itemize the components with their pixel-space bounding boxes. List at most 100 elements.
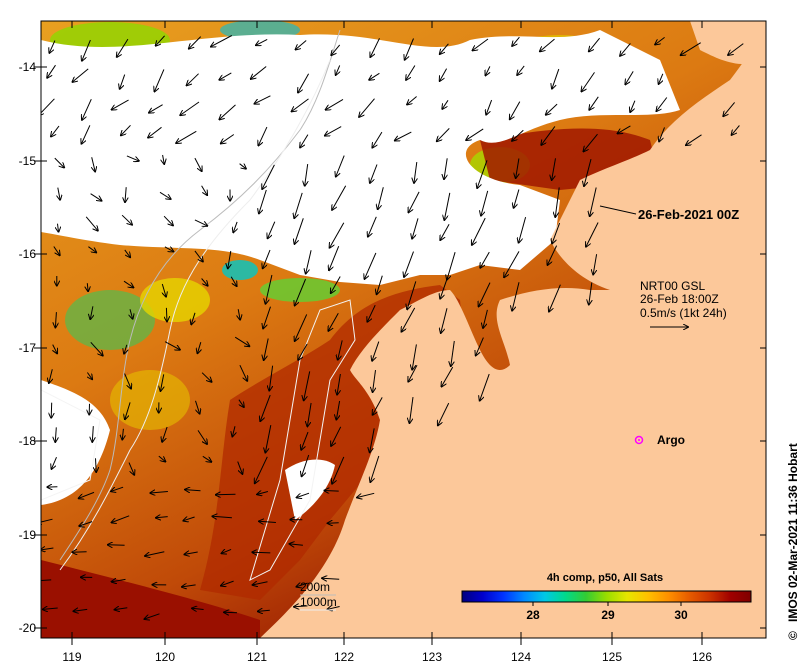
lon-tick-label: 121 <box>247 650 267 664</box>
current-vector-arrow <box>256 38 268 45</box>
current-vector-arrow <box>306 250 312 273</box>
current-vector-arrow <box>304 371 311 400</box>
lat-tick-label: -20 <box>19 621 37 635</box>
current-vector-arrow <box>630 100 636 112</box>
current-vector-arrow <box>659 127 665 141</box>
current-vector-arrow <box>546 103 558 115</box>
lat-axis: -14 -15 -16 -17 -18 -19 -20 <box>19 60 37 635</box>
current-vector-arrow <box>331 276 341 294</box>
current-vector-arrow <box>149 104 163 113</box>
current-vector-arrow <box>41 580 52 581</box>
current-vector-arrow <box>219 72 232 80</box>
current-vector-arrow <box>517 65 525 75</box>
current-vector-arrow <box>589 37 600 51</box>
current-vector-arrow <box>255 95 271 104</box>
current-vector-arrow <box>480 373 490 401</box>
current-vector-arrow <box>121 124 131 135</box>
current-vector-arrow <box>328 607 340 610</box>
current-vector-arrow <box>294 606 308 607</box>
argo-label: Argo <box>657 433 685 447</box>
current-vector-arrow <box>480 251 490 268</box>
current-vector-arrow <box>156 517 168 518</box>
current-vector-arrow <box>164 246 173 252</box>
current-vector-arrow <box>166 307 167 321</box>
lat-tick-label: -17 <box>19 341 37 355</box>
current-vector-arrow <box>590 187 597 217</box>
current-vector-arrow <box>357 492 375 497</box>
current-vector-arrow <box>221 134 235 144</box>
credit-block: © IMOS 02-Mar-2021 11:36 Hobart <box>786 443 800 640</box>
shelf-outline-west <box>41 389 101 501</box>
current-vector-arrow <box>618 125 631 133</box>
current-vector-arrow <box>728 43 744 55</box>
current-vector-arrow <box>302 454 310 476</box>
current-vector-arrow <box>723 102 735 116</box>
current-vector-arrow <box>155 69 165 91</box>
map-plot-area <box>41 21 766 638</box>
current-vector-arrow <box>305 164 308 186</box>
current-vector-arrow <box>331 44 341 55</box>
colorbar-tick: 29 <box>601 608 615 622</box>
cloud-patch-west <box>41 380 110 505</box>
current-vector-arrow <box>328 313 339 331</box>
current-vector-arrow <box>324 491 339 492</box>
current-vector-arrow <box>442 366 454 386</box>
current-vector-arrow <box>370 38 380 57</box>
current-vector-arrow <box>194 157 202 171</box>
current-vector-arrow <box>258 126 268 145</box>
current-vector-arrow <box>519 216 527 243</box>
current-vector-arrow <box>326 98 344 109</box>
current-vector-arrow <box>378 187 384 209</box>
current-vector-arrow <box>163 215 173 225</box>
current-vector-arrow <box>552 222 561 243</box>
current-vector-arrow <box>189 36 202 49</box>
current-vector-arrow <box>332 456 345 484</box>
lon-tick-label: 119 <box>62 650 81 664</box>
current-vector-arrow <box>440 223 450 240</box>
lon-tick-label: 122 <box>334 650 354 664</box>
current-vector-arrow <box>322 578 340 579</box>
current-vector-arrow <box>548 245 558 265</box>
current-vector-arrow <box>295 278 307 305</box>
current-vector-arrow <box>332 185 347 210</box>
current-vector-arrow <box>336 400 339 420</box>
current-vector-arrow <box>373 397 383 414</box>
current-vector-arrow <box>237 461 243 474</box>
current-vector-arrow <box>584 133 598 151</box>
current-vector-arrow <box>197 430 207 444</box>
current-vector-arrow <box>90 306 93 319</box>
current-vector-arrow <box>54 157 64 167</box>
current-vector-arrow <box>79 491 95 498</box>
current-vector-arrow <box>402 307 416 332</box>
current-vector-arrow <box>73 68 89 82</box>
current-vector-arrow <box>111 486 124 491</box>
current-vector-arrow <box>412 218 419 238</box>
current-vector-arrow <box>162 426 168 442</box>
current-vector-arrow <box>263 306 271 329</box>
current-vector-arrow <box>486 66 490 75</box>
argo-float-icon <box>634 435 644 445</box>
current-vector-arrow <box>406 65 416 80</box>
current-vector-arrow <box>555 187 560 217</box>
current-vector-arrow <box>365 252 377 279</box>
current-vector-arrow <box>258 610 270 611</box>
current-vector-arrow <box>185 490 201 491</box>
current-vector-arrow <box>368 216 377 237</box>
current-vector-arrow <box>440 276 449 299</box>
current-vector-arrow <box>510 101 521 120</box>
current-vector-arrow <box>295 218 304 244</box>
current-vector-arrow <box>586 222 599 247</box>
current-vector-arrow <box>477 160 488 188</box>
current-vector-arrow <box>51 402 52 418</box>
colorbar: 4h comp, p50, All Sats 28 29 30 <box>461 572 752 622</box>
current-vector-arrow <box>620 43 631 55</box>
current-vector-arrow <box>58 187 60 200</box>
lat-tick-label: -18 <box>19 434 37 448</box>
current-vector-arrow <box>211 35 233 47</box>
current-vector-arrow <box>51 125 60 137</box>
current-vector-arrow <box>290 544 303 545</box>
depth-legend-1000m: 1000m <box>300 595 337 609</box>
current-vector-arrow <box>52 457 57 469</box>
current-vector-arrow <box>377 275 383 295</box>
current-vector-arrow <box>112 99 129 110</box>
